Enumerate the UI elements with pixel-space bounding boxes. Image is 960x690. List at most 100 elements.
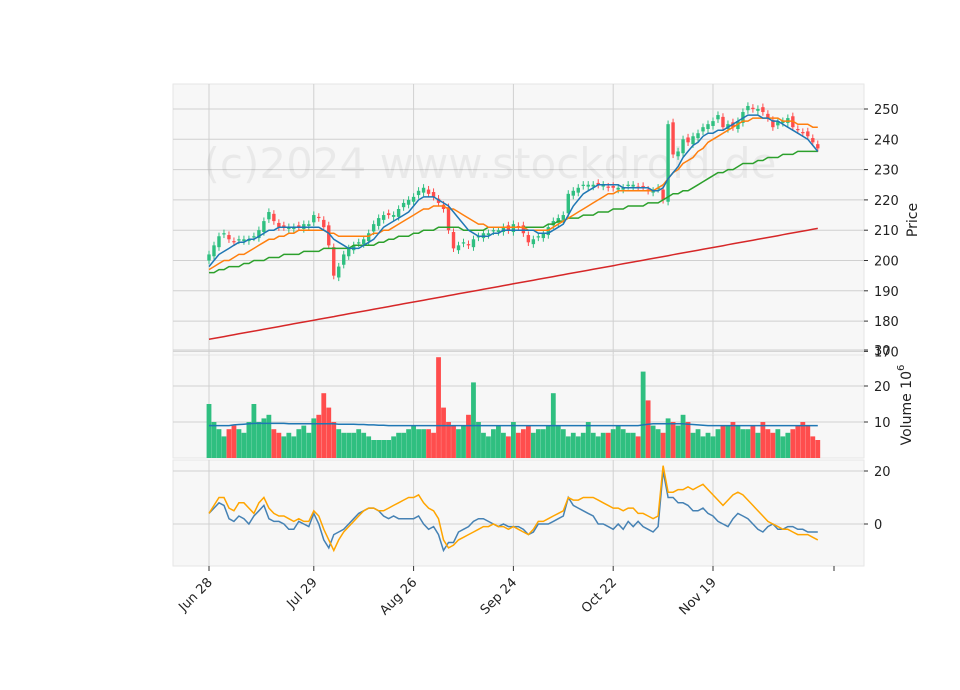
candle-body bbox=[816, 144, 820, 149]
volume-axis-label-text: Volume 10 bbox=[899, 371, 915, 445]
candle-body bbox=[521, 225, 526, 234]
volume-bar bbox=[491, 429, 496, 458]
candle-body bbox=[391, 215, 396, 217]
volume-bar bbox=[261, 418, 267, 458]
volume-bar bbox=[416, 429, 421, 458]
volume-bar bbox=[645, 400, 651, 458]
volume-bar bbox=[406, 429, 411, 458]
y-tick-label: 170 bbox=[874, 345, 899, 360]
volume-bar bbox=[341, 432, 347, 458]
volume-bar bbox=[461, 425, 466, 458]
candle-body bbox=[571, 190, 575, 196]
volume-bar bbox=[321, 393, 327, 458]
oscillator-grid bbox=[173, 460, 864, 566]
candle-body bbox=[651, 190, 655, 193]
volume-bar bbox=[665, 418, 671, 458]
candle-body bbox=[297, 225, 301, 228]
price-candles bbox=[207, 102, 820, 282]
volume-bar bbox=[630, 432, 636, 458]
volume-bar bbox=[326, 407, 332, 458]
candle-body bbox=[287, 227, 291, 229]
volume-bar bbox=[560, 429, 566, 458]
volume-bar bbox=[815, 440, 821, 458]
volume-bar bbox=[351, 432, 357, 458]
candle-body bbox=[681, 139, 685, 154]
candle-body bbox=[267, 212, 271, 220]
volume-bar bbox=[476, 422, 481, 458]
volume-bar bbox=[206, 404, 212, 458]
candle-body bbox=[322, 219, 326, 228]
candle-body bbox=[242, 239, 246, 242]
volume-bar bbox=[730, 422, 736, 458]
y-tick-label: 20 bbox=[874, 380, 891, 395]
volume-bar bbox=[466, 414, 471, 458]
candle-body bbox=[546, 227, 551, 236]
candle-body bbox=[561, 215, 565, 220]
ma-mid-line bbox=[208, 117, 818, 271]
candle-body bbox=[761, 107, 765, 113]
price-moving-averages bbox=[208, 114, 819, 341]
volume-bar bbox=[580, 432, 586, 458]
volume-grid bbox=[173, 349, 864, 458]
candle-body bbox=[401, 202, 406, 208]
oscillator-lines bbox=[208, 465, 819, 553]
candle-body bbox=[736, 121, 740, 129]
volume-bar bbox=[740, 429, 746, 458]
volume-bar bbox=[725, 425, 731, 458]
candle-body bbox=[307, 224, 311, 226]
price-panel-background bbox=[172, 83, 865, 356]
volume-bar bbox=[575, 436, 581, 458]
candle-body bbox=[431, 192, 436, 197]
ma-short-line bbox=[208, 114, 819, 268]
candle-body bbox=[396, 208, 401, 217]
x-axis: Jun 28 Jul 29 Aug 26 Sep 24 Oct 22 Nov 19 bbox=[176, 566, 835, 618]
volume-bar bbox=[236, 429, 242, 458]
y-tick-label: 10 bbox=[874, 416, 891, 431]
volume-bar bbox=[510, 422, 516, 458]
candle-body bbox=[621, 187, 625, 190]
volume-bar bbox=[530, 432, 536, 458]
price-axis-label: Price bbox=[905, 203, 921, 237]
candle-body bbox=[327, 225, 331, 246]
volume-bar bbox=[471, 382, 476, 458]
y-tick-label: 200 bbox=[874, 255, 899, 270]
volume-bar bbox=[221, 436, 227, 458]
volume-bar bbox=[570, 432, 576, 458]
volume-bar bbox=[331, 422, 337, 458]
volume-y-axis: 10 20 30 bbox=[864, 344, 891, 431]
candle-body bbox=[591, 184, 595, 187]
y-tick-label: 30 bbox=[874, 344, 891, 359]
candle-body bbox=[451, 232, 456, 249]
candle-body bbox=[721, 116, 725, 128]
candle-body bbox=[237, 239, 241, 241]
volume-bar bbox=[456, 429, 461, 458]
volume-bar bbox=[585, 422, 591, 458]
oscillator-slow-line bbox=[208, 465, 819, 553]
candle-body bbox=[811, 138, 815, 143]
watermark: (c)2024 www.stockdroid.de bbox=[204, 139, 777, 188]
y-tick-label: 180 bbox=[874, 315, 899, 330]
price-y-axis: 170 180 190 200 210 220 230 240 250 bbox=[864, 103, 899, 360]
candle-body bbox=[566, 193, 570, 214]
ma-200-line bbox=[208, 227, 818, 341]
candle-body bbox=[801, 132, 805, 134]
volume-bar bbox=[301, 425, 307, 458]
candle-body bbox=[456, 245, 461, 251]
volume-bar bbox=[316, 414, 322, 458]
x-tick-label: Aug 26 bbox=[377, 575, 420, 618]
oscillator-panel-background bbox=[172, 459, 865, 567]
candle-body bbox=[686, 137, 690, 143]
candle-body bbox=[257, 230, 261, 239]
volume-bar bbox=[376, 440, 382, 458]
volume-bar bbox=[436, 357, 441, 458]
x-tick-label: Oct 22 bbox=[579, 575, 620, 616]
candle-body bbox=[776, 121, 780, 126]
volume-bar bbox=[346, 432, 352, 458]
volume-bar bbox=[276, 432, 282, 458]
candle-body bbox=[381, 215, 386, 220]
y-tick-label: 20 bbox=[874, 465, 891, 480]
volume-bar bbox=[545, 425, 551, 458]
volume-bar bbox=[745, 429, 751, 458]
volume-bar bbox=[271, 429, 277, 458]
